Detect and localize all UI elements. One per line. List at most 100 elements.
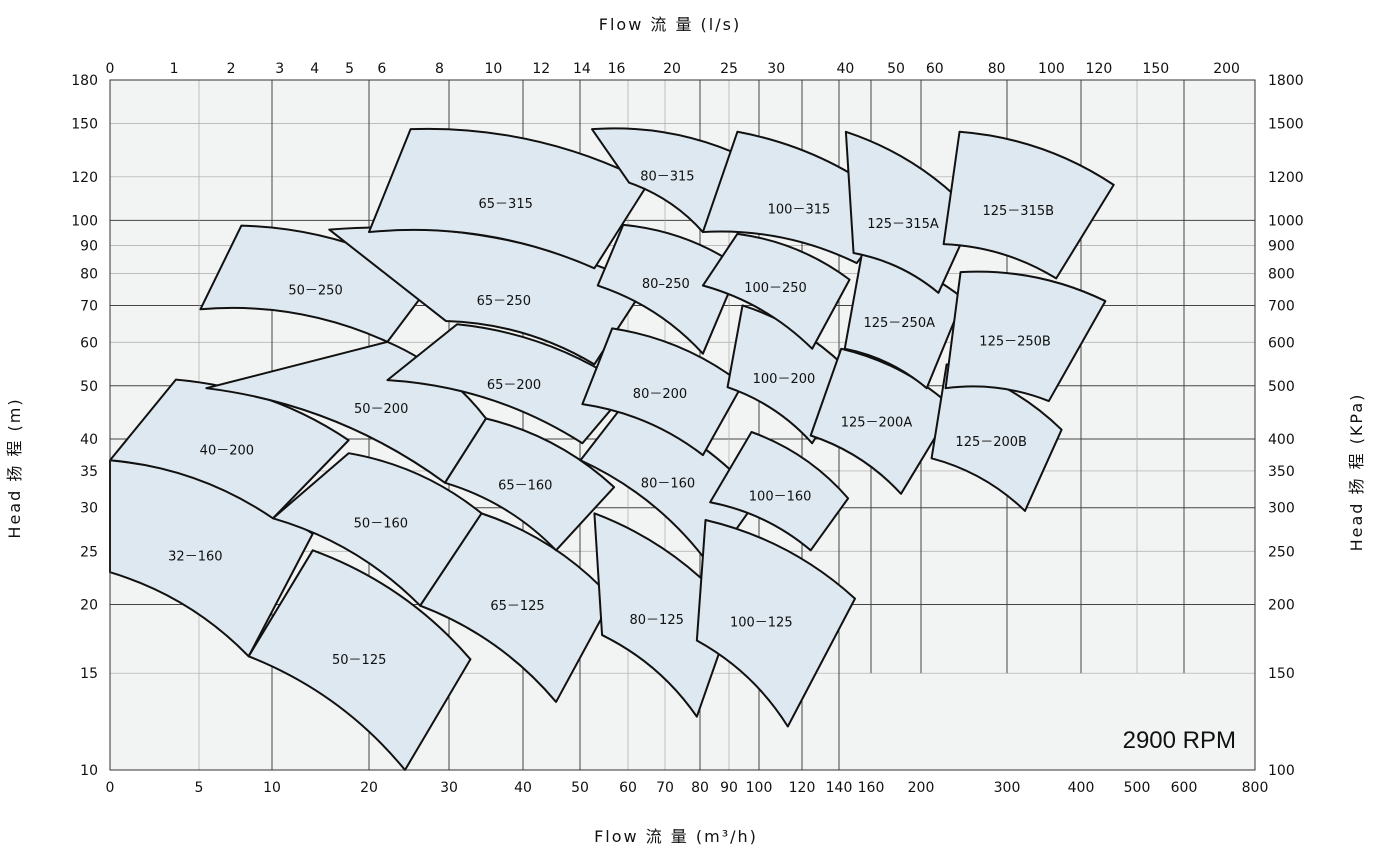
y-tick-label-left: 80	[80, 267, 98, 283]
y-tick-label-right: 250	[1268, 544, 1295, 560]
pump-zone-65-160	[444, 417, 616, 552]
pump-zone-label-125-250A: 125－250A	[863, 316, 935, 331]
pump-zone-80-200	[581, 327, 744, 457]
pump-zone-label-125-200B: 125－200B	[955, 435, 1027, 450]
pump-zone-label-100-250: 100－250	[744, 281, 807, 296]
y-tick-label-left: 50	[80, 379, 98, 395]
pump-zone-label-80-250: 80–250	[642, 277, 690, 292]
y-tick-label-right: 100	[1268, 763, 1295, 779]
y-tick-label-right: 800	[1268, 267, 1295, 283]
pump-zone-label-65-200: 65－200	[487, 378, 541, 393]
x-tick-label-bottom: 140	[826, 780, 853, 796]
pump-zone-125-315B	[942, 130, 1115, 280]
pump-zone-100-250	[701, 232, 851, 350]
x-tick-label-top: 6	[377, 61, 386, 77]
x-tick-label-bottom: 80	[691, 780, 709, 796]
y-tick-label-left: 20	[80, 598, 98, 614]
x-tick-label-bottom: 600	[1171, 780, 1198, 796]
x-tick-label-top: 2	[227, 61, 236, 77]
pump-zone-label-65-125: 65－125	[490, 599, 544, 614]
x-tick-label-bottom: 500	[1124, 780, 1151, 796]
y-axis-title-left: Head 扬 程 (m)	[5, 397, 24, 538]
y-tick-label-right: 1500	[1268, 117, 1304, 133]
pump-zone-label-125-315A: 125－315A	[867, 217, 939, 232]
x-axis-title-bottom: Flow 流 量 (m³/h)	[594, 827, 758, 846]
x-tick-label-top: 1	[170, 61, 179, 77]
x-axis-title-top: Flow 流 量 (l/s)	[599, 15, 741, 34]
y-tick-label-right: 400	[1268, 432, 1295, 448]
y-tick-label-right: 350	[1268, 464, 1295, 480]
pump-zone-label-125-200A: 125－200A	[841, 415, 913, 430]
y-tick-label-right: 200	[1268, 598, 1295, 614]
pump-zone-100-125	[695, 518, 856, 728]
pump-zone-65-125	[419, 512, 614, 703]
x-tick-label-bottom: 0	[106, 780, 115, 796]
y-tick-label-left: 90	[80, 238, 98, 254]
y-tick-label-left: 100	[71, 213, 98, 229]
x-tick-label-top: 0	[106, 61, 115, 77]
x-tick-label-top: 150	[1142, 61, 1169, 77]
y-tick-label-right: 300	[1268, 501, 1295, 517]
pump-zone-label-100-125: 100－125	[730, 615, 793, 630]
y-tick-label-right: 900	[1268, 238, 1295, 254]
x-tick-label-top: 80	[988, 61, 1006, 77]
pump-zone-125-200A	[809, 347, 954, 495]
pump-zone-label-40-200: 40－200	[200, 444, 254, 459]
x-tick-label-bottom: 90	[720, 780, 738, 796]
pump-zone-label-80-315: 80－315	[640, 169, 694, 184]
x-tick-label-bottom: 10	[263, 780, 281, 796]
x-tick-label-top: 12	[532, 61, 550, 77]
x-tick-label-bottom: 160	[858, 780, 885, 796]
pump-zone-label-65-250: 65－250	[477, 294, 531, 309]
pump-zone-label-65-160: 65－160	[498, 479, 552, 494]
x-tick-label-top: 14	[573, 61, 591, 77]
rpm-label: 2900 RPM	[1123, 727, 1236, 754]
pump-zone-100-160	[709, 431, 850, 552]
x-tick-label-top: 30	[767, 61, 785, 77]
y-tick-label-right: 1800	[1268, 73, 1304, 89]
x-tick-label-top: 120	[1086, 61, 1113, 77]
x-tick-label-bottom: 120	[789, 780, 816, 796]
pump-zone-label-50-200: 50－200	[354, 402, 408, 417]
pump-zone-label-65-315: 65－315	[479, 197, 533, 212]
x-tick-label-bottom: 300	[994, 780, 1021, 796]
x-tick-label-top: 50	[887, 61, 905, 77]
pump-zone-65-200	[386, 323, 631, 445]
x-tick-label-top: 20	[663, 61, 681, 77]
y-tick-label-right: 600	[1268, 335, 1295, 351]
pump-zone-label-80-160: 80－160	[641, 476, 695, 491]
y-tick-label-left: 30	[80, 501, 98, 517]
y-axis-title-right: Head 扬 程 (KPa)	[1347, 393, 1366, 552]
x-tick-label-bottom: 50	[571, 780, 589, 796]
y-tick-label-left: 150	[71, 117, 98, 133]
x-tick-label-bottom: 100	[746, 780, 773, 796]
x-tick-label-bottom: 30	[440, 780, 458, 796]
zone-labels: 32－160 40－200 50－125 50－160 50－200 50－250 65－1…	[168, 169, 1054, 668]
y-tick-label-left: 120	[71, 170, 98, 186]
x-tick-label-top: 10	[484, 61, 502, 77]
x-tick-label-bottom: 40	[514, 780, 532, 796]
pump-zone-label-100-315: 100－315	[768, 203, 831, 218]
y-tick-label-left: 25	[80, 544, 98, 560]
pump-zone-80-250	[596, 223, 741, 355]
x-tick-label-top: 5	[345, 61, 354, 77]
x-tick-label-top: 4	[310, 61, 319, 77]
plot-frame	[109, 79, 1256, 771]
x-tick-label-top: 40	[836, 61, 854, 77]
y-tick-label-left: 35	[80, 464, 98, 480]
pump-zone-label-80-200: 80－200	[633, 387, 687, 402]
x-tick-label-bottom: 400	[1068, 780, 1095, 796]
x-tick-label-top: 60	[926, 61, 944, 77]
y-tick-label-left: 180	[71, 73, 98, 89]
x-tick-label-bottom: 60	[619, 780, 637, 796]
y-tick-label-right: 150	[1268, 666, 1295, 682]
pump-zone-label-100-160: 100－160	[749, 490, 812, 505]
pump-zone-label-50-160: 50－160	[354, 517, 408, 532]
pump-zones	[109, 127, 1115, 771]
pump-zone-label-125-315B: 125－315B	[982, 204, 1054, 219]
x-tick-label-top: 100	[1038, 61, 1065, 77]
y-tick-label-right: 500	[1268, 379, 1295, 395]
y-tick-label-left: 60	[80, 335, 98, 351]
y-tick-label-left: 10	[80, 763, 98, 779]
